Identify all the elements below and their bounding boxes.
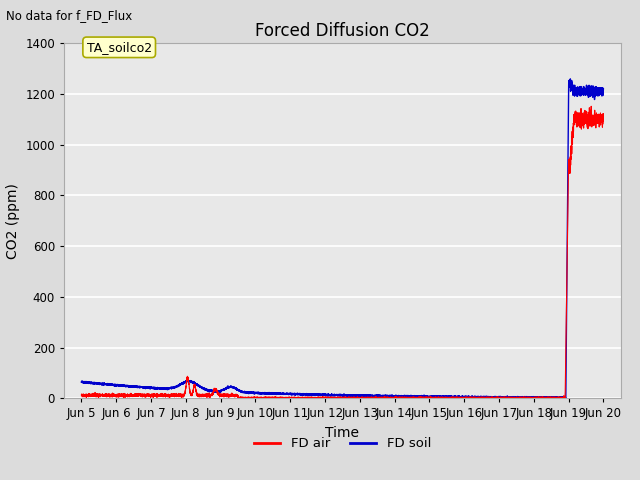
Text: TA_soilco2: TA_soilco2 [86, 41, 152, 54]
Text: No data for f_FD_Flux: No data for f_FD_Flux [6, 9, 132, 22]
Legend: FD air, FD soil: FD air, FD soil [248, 432, 436, 456]
Y-axis label: CO2 (ppm): CO2 (ppm) [6, 183, 20, 259]
X-axis label: Time: Time [325, 426, 360, 440]
Title: Forced Diffusion CO2: Forced Diffusion CO2 [255, 22, 430, 40]
